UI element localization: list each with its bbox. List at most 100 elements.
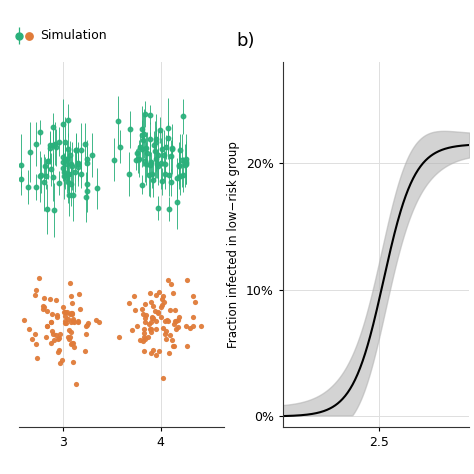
- Point: [147, 319, 155, 326]
- Point: [166, 349, 173, 356]
- Point: [64, 333, 72, 341]
- Point: [141, 335, 148, 342]
- Point: [32, 340, 39, 348]
- Point: [41, 303, 48, 311]
- Point: [55, 335, 62, 343]
- Point: [172, 307, 179, 314]
- Point: [73, 380, 80, 387]
- Point: [42, 333, 50, 341]
- Point: [67, 328, 75, 336]
- Point: [43, 323, 51, 330]
- Point: [158, 295, 165, 303]
- Point: [69, 339, 77, 347]
- Point: [145, 320, 152, 328]
- Point: [130, 292, 138, 300]
- Point: [161, 318, 169, 325]
- Point: [146, 289, 154, 297]
- Point: [191, 298, 199, 306]
- Point: [159, 374, 166, 382]
- Point: [60, 309, 68, 316]
- Point: [92, 316, 100, 323]
- Point: [163, 317, 171, 324]
- Point: [32, 286, 40, 294]
- Point: [74, 317, 82, 325]
- Point: [174, 317, 182, 324]
- Point: [56, 360, 64, 367]
- Point: [69, 358, 77, 366]
- Point: [126, 300, 133, 307]
- Point: [173, 325, 180, 333]
- Point: [20, 317, 27, 324]
- Point: [82, 331, 90, 338]
- Point: [66, 334, 74, 341]
- Point: [43, 322, 51, 329]
- Point: [46, 295, 54, 303]
- Point: [69, 317, 77, 324]
- Point: [182, 323, 190, 330]
- Point: [76, 290, 83, 298]
- Point: [31, 331, 39, 338]
- Point: [173, 317, 180, 325]
- Point: [183, 276, 191, 284]
- Point: [155, 347, 163, 355]
- Point: [141, 318, 149, 326]
- Point: [152, 326, 160, 333]
- Point: [67, 340, 75, 347]
- Point: [146, 325, 154, 332]
- Point: [159, 292, 167, 300]
- Point: [47, 318, 55, 326]
- Point: [68, 340, 75, 347]
- Point: [155, 309, 162, 316]
- Point: [69, 310, 76, 318]
- Point: [63, 319, 70, 327]
- Point: [167, 280, 175, 288]
- Point: [148, 314, 155, 321]
- Point: [163, 335, 170, 343]
- Point: [62, 308, 69, 316]
- Point: [96, 319, 103, 326]
- Point: [189, 292, 197, 300]
- Point: [115, 334, 123, 341]
- Point: [47, 339, 55, 346]
- Point: [82, 322, 90, 330]
- Point: [62, 313, 69, 320]
- Point: [48, 310, 56, 318]
- Point: [189, 313, 197, 321]
- Point: [161, 330, 169, 338]
- Point: [169, 343, 177, 350]
- Point: [154, 309, 162, 317]
- Point: [54, 348, 62, 356]
- Point: [149, 314, 156, 321]
- Point: [43, 307, 51, 315]
- Point: [139, 310, 146, 318]
- Point: [65, 326, 73, 334]
- Point: [169, 289, 177, 297]
- Point: [70, 318, 78, 326]
- Point: [147, 328, 155, 336]
- Point: [61, 318, 69, 325]
- Point: [155, 289, 163, 296]
- Point: [47, 318, 55, 326]
- Point: [152, 351, 160, 358]
- Point: [128, 327, 136, 334]
- Point: [55, 334, 63, 341]
- Point: [83, 322, 91, 329]
- Point: [50, 336, 58, 344]
- Point: [61, 319, 69, 327]
- Point: [67, 318, 74, 326]
- Point: [147, 298, 155, 305]
- Point: [140, 347, 148, 355]
- Point: [168, 336, 175, 344]
- Point: [140, 334, 147, 341]
- Point: [147, 349, 155, 357]
- Point: [68, 310, 75, 317]
- Point: [81, 347, 88, 355]
- Point: [49, 330, 57, 338]
- Point: [67, 309, 74, 317]
- Point: [66, 279, 74, 287]
- Point: [59, 303, 66, 311]
- Text: Simulation: Simulation: [40, 29, 107, 42]
- Point: [84, 319, 91, 327]
- Point: [39, 302, 47, 310]
- Point: [25, 326, 33, 333]
